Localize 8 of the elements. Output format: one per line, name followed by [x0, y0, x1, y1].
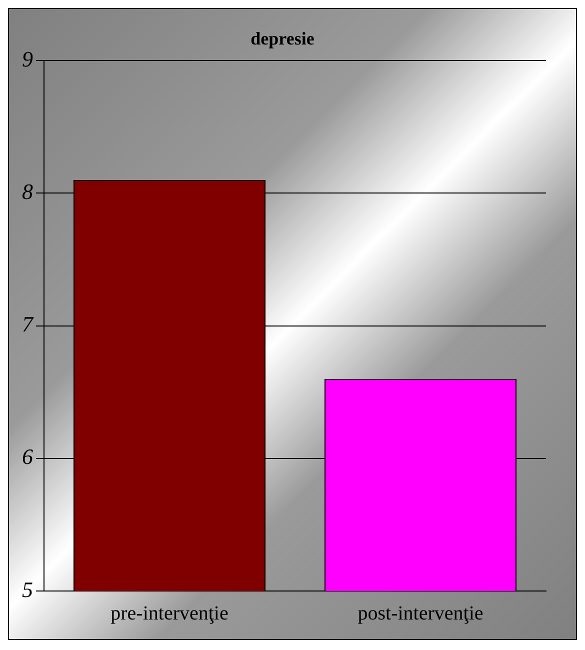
y-tick-label: 6 — [22, 444, 33, 470]
x-tick-label: pre-intervenţie — [110, 602, 228, 624]
x-tick-label: post-intervenţie — [358, 602, 484, 624]
y-tick-label: 5 — [22, 576, 33, 602]
chart-title: depresie — [250, 28, 314, 48]
y-tick-label: 9 — [22, 46, 33, 72]
y-tick-label: 8 — [22, 178, 33, 204]
y-tick-label: 7 — [22, 312, 34, 337]
